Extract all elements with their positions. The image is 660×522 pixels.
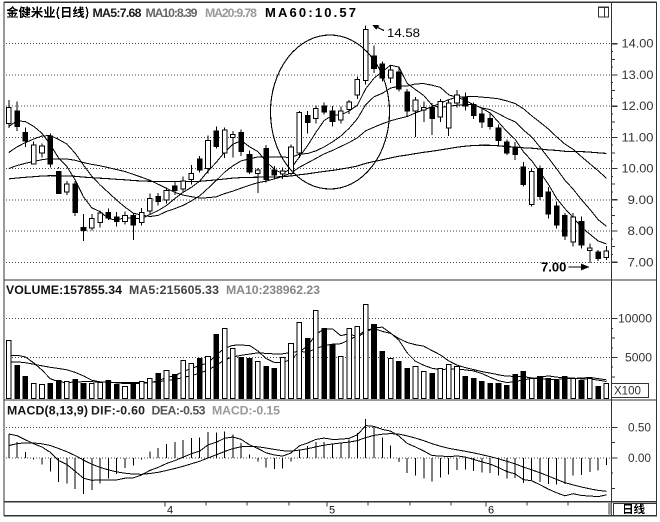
svg-text:MA20:9.78: MA20:9.78 <box>205 6 257 20</box>
svg-text:MA5:7.68: MA5:7.68 <box>93 6 142 20</box>
svg-text:9.00: 9.00 <box>628 195 654 207</box>
svg-text:12.00: 12.00 <box>622 101 654 113</box>
svg-text:0.50: 0.50 <box>628 423 651 435</box>
svg-text:DEA:-0.53: DEA:-0.53 <box>152 404 206 418</box>
svg-text:MACD:-0.15: MACD:-0.15 <box>212 404 280 418</box>
svg-text:14.00: 14.00 <box>622 39 654 51</box>
svg-text:DIF:-0.60: DIF:-0.60 <box>91 404 145 418</box>
svg-text:5: 5 <box>329 505 335 517</box>
svg-text:0.00: 0.00 <box>628 453 651 465</box>
svg-text:11.00: 11.00 <box>622 132 654 144</box>
svg-text:10.00: 10.00 <box>622 164 654 176</box>
svg-text:5000: 5000 <box>625 353 652 365</box>
svg-text:13.00: 13.00 <box>622 70 654 82</box>
svg-text:10000: 10000 <box>618 314 652 326</box>
svg-text:8.00: 8.00 <box>628 226 654 238</box>
svg-text:6: 6 <box>488 505 494 517</box>
svg-text:X100: X100 <box>614 386 641 398</box>
svg-text:VOLUME:157855.34: VOLUME:157855.34 <box>6 283 122 297</box>
svg-text:7.00: 7.00 <box>628 257 654 269</box>
svg-text:4: 4 <box>167 505 173 517</box>
svg-text:14.58: 14.58 <box>387 28 420 40</box>
svg-text:MACD(8,13,9): MACD(8,13,9) <box>7 404 88 418</box>
svg-text:MA5:215605.33: MA5:215605.33 <box>129 283 219 297</box>
svg-text:MA10:8.39: MA10:8.39 <box>146 6 198 20</box>
svg-text:MA60:10.57: MA60:10.57 <box>265 5 356 20</box>
svg-text:7.00: 7.00 <box>541 260 566 275</box>
svg-text:MA10:238962.23: MA10:238962.23 <box>226 283 320 297</box>
